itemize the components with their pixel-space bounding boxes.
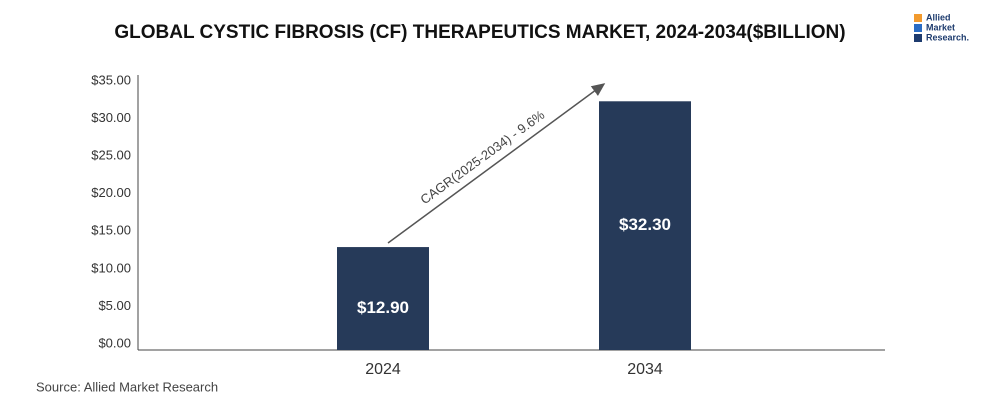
logo-text: Research. <box>926 32 969 42</box>
x-tick-label: 2034 <box>627 361 663 378</box>
y-tick-label: $10.00 <box>91 260 131 275</box>
logo-text: Allied <box>926 12 951 22</box>
cagr-arrow <box>387 83 606 244</box>
y-tick-label: $35.00 <box>91 72 131 87</box>
bar <box>337 247 429 350</box>
y-tick-label: $5.00 <box>98 298 131 313</box>
y-tick-label: $30.00 <box>91 110 131 125</box>
y-tick-label: $25.00 <box>91 148 131 163</box>
x-tick-label: 2024 <box>365 361 401 378</box>
logo-square <box>914 34 922 42</box>
source: Source: Allied Market Research <box>36 379 218 394</box>
logo-square <box>914 14 922 22</box>
y-tick-label: $20.00 <box>91 185 131 200</box>
y-tick-label: $0.00 <box>98 335 131 350</box>
data-label: $12.90 <box>357 298 409 317</box>
chart-title: GLOBAL CYSTIC FIBROSIS (CF) THERAPEUTICS… <box>114 22 845 43</box>
logo-text: Market <box>926 22 955 32</box>
data-label: $32.30 <box>619 215 671 234</box>
y-tick-label: $15.00 <box>91 223 131 238</box>
logo-square <box>914 24 922 32</box>
bar <box>599 101 691 350</box>
logo: Allied Market Research. <box>914 12 969 42</box>
